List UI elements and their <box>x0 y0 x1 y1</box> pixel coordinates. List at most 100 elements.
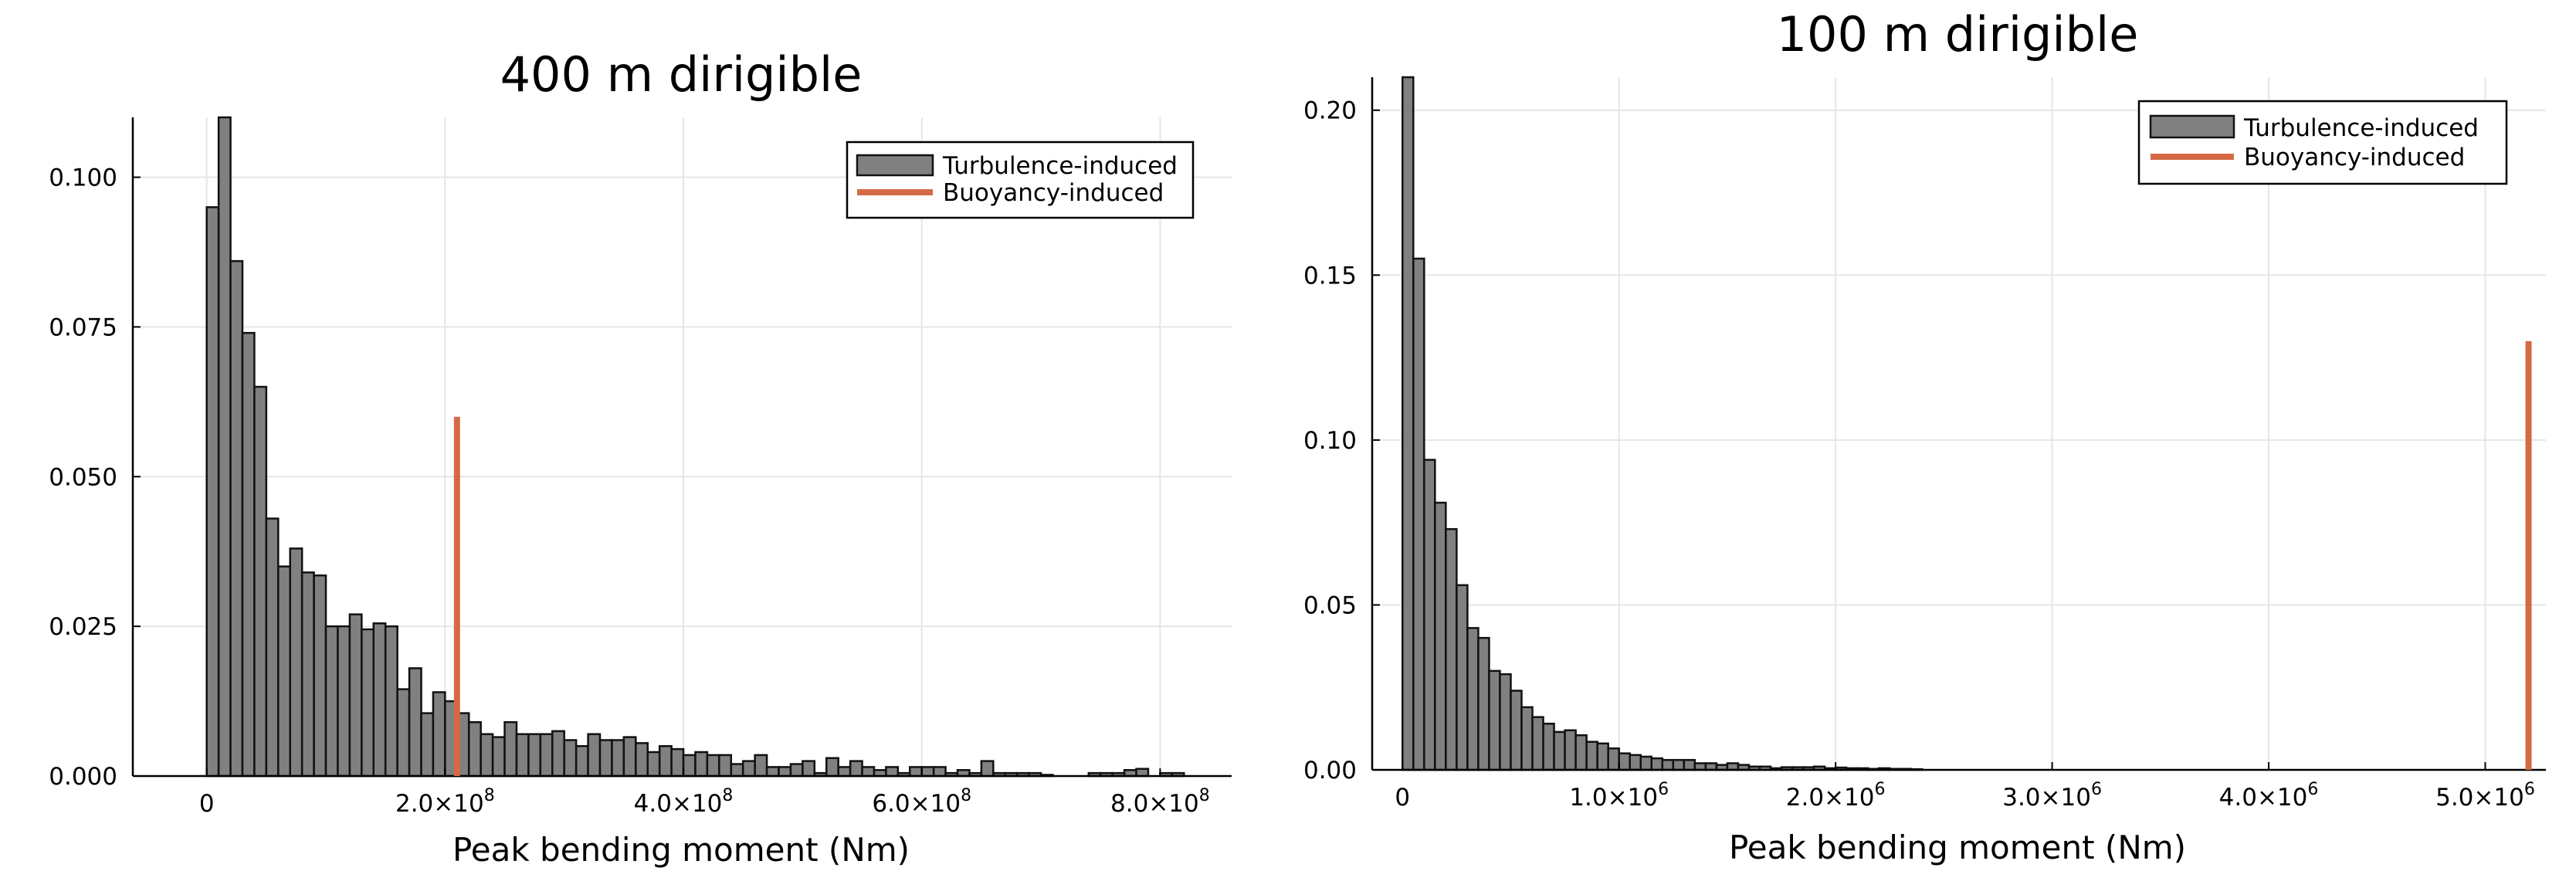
x-tick-label: 2.0×108 <box>395 786 495 818</box>
histogram-bar <box>1672 758 1686 771</box>
histogram-bar <box>635 742 649 778</box>
legend: Turbulence-induced Buoyancy-induced <box>846 141 1195 219</box>
histogram-bar <box>361 628 375 778</box>
y-tick-label: 0.100 <box>49 164 117 192</box>
histogram-bar <box>503 720 518 778</box>
histogram-bar <box>396 688 411 778</box>
histogram-bar <box>1574 734 1588 771</box>
histogram-bar <box>980 760 995 778</box>
histogram-bar <box>1618 752 1631 771</box>
axes <box>1371 77 2546 771</box>
histogram-bar <box>778 766 792 778</box>
histogram-bar <box>670 747 685 778</box>
histogram-bar <box>789 763 804 778</box>
histogram-bar <box>1466 627 1480 771</box>
histogram-bar <box>658 744 673 778</box>
histogram-bar <box>467 720 482 778</box>
histogram-bar <box>324 625 339 778</box>
legend-label-turbulence: Turbulence-induced <box>942 152 1178 180</box>
histogram-bar <box>932 766 947 778</box>
histogram-bar <box>1412 257 1425 771</box>
panel-100m: 100 m dirigible Peak bending moment (Nm)… <box>1303 6 2546 866</box>
histogram-bar <box>337 625 351 778</box>
histogram-bar <box>229 259 244 778</box>
y-tick-label: 0.075 <box>49 314 117 341</box>
histogram-bar <box>1488 669 1501 771</box>
histogram-bar <box>1553 730 1566 771</box>
histogram-bar <box>1434 501 1447 771</box>
histogram-bar <box>622 736 637 778</box>
histogram-bar <box>1423 459 1436 771</box>
histogram-bar <box>527 733 542 778</box>
histogram-bar <box>861 766 876 778</box>
histogram-bar <box>1704 762 1718 771</box>
histogram-bar <box>1564 729 1577 771</box>
legend-label-buoyancy: Buoyancy-induced <box>2244 144 2465 171</box>
x-tick-label: 0 <box>199 790 215 818</box>
legend-swatch-turbulence <box>2149 114 2235 139</box>
histogram-bar <box>432 691 446 778</box>
histogram-bar <box>1456 584 1469 771</box>
histogram-bar <box>765 766 780 778</box>
histogram-bar <box>372 622 387 778</box>
histogram-bar <box>1499 673 1512 771</box>
y-tick-label: 0.15 <box>1303 262 1357 290</box>
y-tick-label: 0.20 <box>1303 97 1357 125</box>
histogram-bar <box>1650 757 1664 771</box>
histogram-bar <box>480 733 494 778</box>
histogram-bar <box>1726 762 1740 771</box>
histogram-bar <box>1585 741 1598 771</box>
x-axis-label: Peak bending moment (Nm) <box>1729 829 2186 866</box>
x-tick-label: 5.0×106 <box>2435 780 2535 812</box>
histogram-bars <box>1402 76 1924 771</box>
x-tick-label: 6.0×108 <box>872 786 971 818</box>
histogram-bar <box>1693 762 1707 771</box>
histogram-bar <box>1596 742 1609 771</box>
x-axis-label: Peak bending moment (Nm) <box>452 831 910 869</box>
histogram-bar <box>348 613 363 778</box>
histogram-bar <box>1661 758 1675 771</box>
histogram-bar <box>289 547 303 778</box>
y-tick-label: 0.00 <box>1303 757 1357 785</box>
histogram-bar <box>920 766 935 778</box>
histogram-bar <box>205 206 220 778</box>
histogram-bar <box>300 571 315 778</box>
legend-label-buoyancy: Buoyancy-induced <box>943 179 1164 207</box>
histogram-bar <box>825 757 839 778</box>
histogram-bar <box>718 754 733 778</box>
histogram-bar <box>265 517 280 778</box>
y-tick-label: 0.025 <box>49 613 117 641</box>
histogram-bar <box>706 754 720 778</box>
tick-labels: 0.00 0.05 0.10 0.15 0.20 0 1.0×106 2.0×106 3.0×1… <box>1303 97 2535 812</box>
histogram-bar <box>1510 690 1523 771</box>
y-tick-label: 0.10 <box>1303 427 1357 455</box>
y-tick-label: 0.000 <box>49 763 117 791</box>
x-tick-label: 0 <box>1395 784 1410 812</box>
histogram-bar <box>563 739 578 778</box>
histogram-bar <box>384 625 398 778</box>
legend: Turbulence-induced Buoyancy-induced <box>2137 100 2508 185</box>
histogram-bar <box>539 733 554 778</box>
legend-label-turbulence: Turbulence-induced <box>2243 114 2479 142</box>
histogram-bar <box>313 574 327 778</box>
tick-labels: 0.000 0.025 0.050 0.075 0.100 0 2.0×108 4.0×108… <box>49 164 1210 818</box>
histogram-bar <box>802 760 816 778</box>
histogram-bar <box>611 739 625 778</box>
histogram-bar <box>408 667 422 778</box>
histogram-bar <box>849 760 863 778</box>
panel-400m: 400 m dirigible Peak bending moment (Nm)… <box>49 46 1232 869</box>
x-tick-label: 2.0×106 <box>1786 780 1886 812</box>
axes <box>131 117 1232 778</box>
y-tick-label: 0.05 <box>1303 591 1357 619</box>
histogram-bar <box>741 760 756 778</box>
chart-title: 100 m dirigible <box>1777 6 2139 63</box>
histogram-bar <box>1402 76 1415 771</box>
histogram-bar <box>1629 754 1642 771</box>
histogram-bar <box>277 565 291 778</box>
histogram-bar <box>420 712 435 778</box>
histogram-bar <box>551 730 565 778</box>
legend-swatch-turbulence <box>856 154 934 177</box>
histogram-bar <box>1445 527 1458 771</box>
histogram-bar <box>491 736 506 778</box>
